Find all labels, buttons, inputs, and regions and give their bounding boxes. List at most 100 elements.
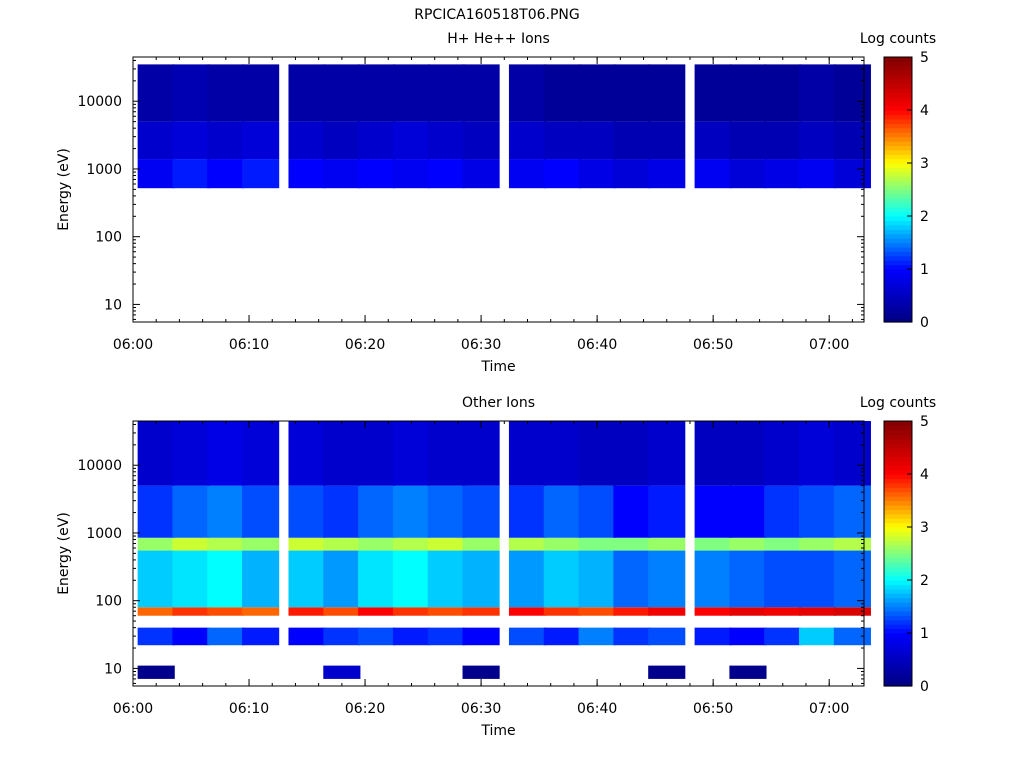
heatmap-cell [358,485,396,538]
colorbar-segment [884,615,912,621]
colorbar-tick-label: 5 [920,414,929,430]
heatmap-cell [508,121,547,160]
colorbar-segment [884,233,912,239]
colorbar-tick-label: 3 [920,156,929,172]
colorbar-segment [884,308,912,314]
colorbar-segment [884,500,912,506]
heatmap-cell [207,159,245,189]
colorbar-segment [884,101,912,107]
heatmap-cell [427,537,465,551]
heatmap-cell [242,121,280,160]
colorbar-segment [884,672,912,678]
colorbar-segment [884,469,912,475]
heatmap-cell [799,537,837,551]
colorbar-segment [884,202,912,208]
heatmap-cell [508,421,547,486]
colorbar-segment [884,87,912,93]
heatmap-cell [508,485,547,538]
colorbar-segment [884,136,912,142]
y-tick-label: 10000 [77,94,122,110]
heatmap-cell [242,485,280,538]
heatmap-cell [392,421,431,486]
heatmap-cell [137,665,175,679]
colorbar-segment [884,61,912,67]
heatmap-cell [462,485,500,538]
colorbar-segment [884,149,912,155]
panel-title: H+ He++ Ions [447,31,550,47]
heatmap-cell [578,607,616,616]
heatmap-cells [137,64,871,189]
heatmap-cell [137,485,175,538]
heatmap-cell [137,537,175,551]
heatmap-cell [648,550,686,608]
colorbar-segment [884,145,912,151]
heatmap-cell [392,550,431,608]
heatmap-cell [323,64,361,122]
colorbar-segment [884,176,912,182]
colorbar-segment [884,224,912,230]
colorbar-segment [884,83,912,89]
x-tick-label: 06:40 [577,701,617,717]
colorbar-segment [884,158,912,164]
x-tick-label: 06:00 [113,337,153,353]
heatmap-cell [323,159,361,189]
heatmap-cell [392,485,431,538]
heatmap-cell [508,537,547,551]
heatmap-cell [137,159,175,189]
colorbar-segment [884,438,912,444]
heatmap-cell [427,627,465,646]
heatmap-cell [613,64,651,122]
heatmap-cell [613,485,651,538]
heatmap-cell [729,665,767,679]
y-tick-label: 10000 [77,458,122,474]
colorbar-segment [884,602,912,608]
heatmap-cell [578,550,616,608]
x-tick-label: 07:00 [809,701,849,717]
heatmap-cell [694,607,732,616]
colorbar-segment [884,557,912,563]
heatmap-cell [764,485,802,538]
colorbar-segment [884,286,912,292]
heatmap-cell [648,159,686,189]
heatmap-cell [427,121,465,160]
heatmap-cell [799,485,837,538]
heatmap-cell [833,537,871,551]
colorbar-segment [884,487,912,493]
heatmap-cell [392,627,431,646]
heatmap-cell [729,550,767,608]
heatmap-cell [137,64,175,122]
colorbar-segment [884,549,912,555]
colorbar-segment [884,273,912,279]
heatmap-cell [543,607,581,616]
heatmap-cell [288,537,326,551]
heatmap-cell [242,421,280,486]
heatmap-cell [694,421,732,486]
heatmap-cell [508,159,547,189]
heatmap-cell [358,607,396,616]
colorbar-segment [884,465,912,471]
colorbar-tick-label: 1 [920,626,929,642]
heatmap-cell [729,627,767,646]
heatmap-cell [543,421,581,486]
heatmap-cell [172,64,210,122]
colorbar-segment [884,304,912,310]
y-tick-label: 1000 [86,162,122,178]
heatmap-cell [694,121,732,160]
colorbar-frame [883,420,913,687]
colorbar-segment [884,74,912,80]
heatmap-cell [462,550,500,608]
heatmap-cell [288,421,326,486]
heatmap-cell [694,485,732,538]
heatmap-cell [288,64,326,122]
colorbar-segment [884,619,912,625]
heatmap-cell [358,421,396,486]
heatmap-cell [392,64,431,122]
x-tick-label: 06:10 [229,337,269,353]
heatmap-cell [648,537,686,551]
heatmap-cell [462,537,500,551]
panel-2: Other Ions 06:00 06:10 06:20 06:30 06:40 06:50… [56,395,936,739]
x-tick-label: 06:40 [577,337,617,353]
colorbar-segment [884,246,912,252]
heatmap-cell [508,607,547,616]
colorbar-segment [884,681,912,687]
